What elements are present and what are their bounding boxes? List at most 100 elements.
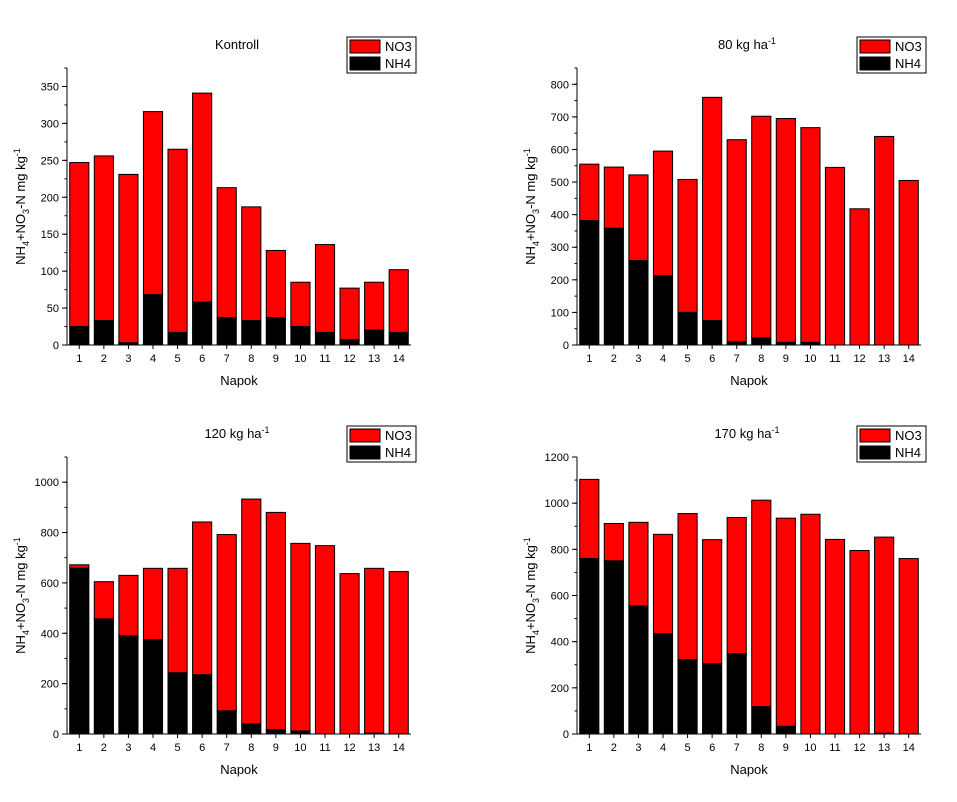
- x-tick-label: 13: [878, 353, 890, 365]
- bar-nh4-day-8: [751, 337, 772, 346]
- bar-no3-day-7: [216, 534, 237, 712]
- x-tick-label: 2: [101, 353, 107, 365]
- bar-nh4-day-5: [677, 659, 698, 735]
- y-tick-label: 300: [41, 118, 59, 130]
- bar-no3-day-3: [628, 521, 649, 607]
- bar-no3-day-11: [824, 166, 846, 346]
- y-axis-label-sup: -1: [12, 537, 22, 545]
- x-tick-label: 12: [343, 353, 355, 365]
- x-tick-label: 6: [709, 353, 715, 365]
- x-tick-label: 1: [76, 353, 82, 365]
- bar-nh4-day-1: [69, 567, 90, 735]
- y-axis-label-sup: -1: [522, 148, 532, 156]
- chart-title-superscript: -1: [772, 425, 780, 435]
- bar-no3-day-12: [339, 287, 360, 341]
- x-tick-label: 5: [175, 353, 181, 365]
- bar-nh4-day-7: [726, 653, 747, 735]
- bar-nh4-day-6: [192, 674, 213, 735]
- legend-swatch-nh4: [349, 445, 381, 460]
- bar-no3-day-2: [603, 166, 624, 229]
- y-tick-label: 0: [53, 729, 59, 741]
- bar-nh4-day-2: [603, 560, 624, 735]
- bar-no3-day-14: [898, 179, 919, 346]
- y-tick-label: 100: [551, 307, 569, 319]
- bar-no3-day-7: [216, 187, 237, 319]
- y-tick-label: 350: [41, 81, 59, 93]
- x-tick-label: 4: [150, 353, 156, 365]
- y-tick-label: 200: [41, 192, 59, 204]
- bar-no3-day-4: [652, 533, 674, 635]
- bar-no3-day-2: [93, 155, 114, 322]
- bar-nh4-day-1: [69, 326, 90, 346]
- y-axis-label-main: NH: [13, 635, 28, 654]
- legend-swatch-nh4: [859, 56, 891, 71]
- legend-label-no3: NO3: [385, 39, 412, 54]
- legend-swatch-nh4: [859, 445, 891, 460]
- bar-no3-day-8: [241, 498, 262, 725]
- chart-title: 120 kg ha-1: [204, 425, 269, 441]
- y-tick-label: 200: [551, 275, 569, 287]
- bar-no3-day-6: [192, 92, 213, 303]
- x-tick-label: 5: [175, 742, 181, 754]
- bar-no3-day-6: [702, 539, 723, 665]
- y-axis-label-sub1: 4: [531, 241, 541, 246]
- legend-swatch-no3: [859, 428, 891, 443]
- x-tick-label: 12: [853, 742, 865, 754]
- bar-no3-day-9: [265, 511, 286, 730]
- x-tick-label: 5: [685, 742, 691, 754]
- x-tick-label: 7: [734, 742, 740, 754]
- bar-no3-day-9: [775, 118, 796, 343]
- bar-no3-day-13: [874, 536, 895, 734]
- bar-no3-day-4: [142, 111, 164, 296]
- y-tick-label: 400: [41, 628, 59, 640]
- bar-nh4-day-11: [314, 331, 336, 346]
- y-axis-label-end: -N mg kg: [13, 156, 28, 209]
- y-tick-label: 100: [41, 266, 59, 278]
- bar-no3-day-1: [69, 564, 90, 569]
- x-tick-label: 7: [734, 353, 740, 365]
- y-tick-label: 0: [53, 340, 59, 352]
- x-tick-label: 8: [758, 353, 764, 365]
- bar-nh4-day-3: [118, 635, 139, 735]
- y-axis-label-mid: +NO: [523, 603, 538, 630]
- bar-nh4-day-7: [216, 317, 237, 346]
- x-tick-label: 3: [125, 353, 131, 365]
- legend-label-nh4: NH4: [385, 445, 411, 460]
- x-tick-label: 11: [319, 742, 330, 754]
- y-tick-label: 0: [563, 729, 569, 741]
- legend-swatch-nh4: [349, 56, 381, 71]
- legend-label-no3: NO3: [895, 428, 922, 443]
- bar-no3-day-12: [339, 573, 360, 735]
- x-tick-label: 3: [125, 742, 131, 754]
- x-tick-label: 10: [294, 353, 306, 365]
- x-tick-label: 8: [758, 742, 764, 754]
- bar-nh4-day-6: [702, 663, 723, 735]
- y-axis-label-main: NH: [13, 246, 28, 265]
- y-axis-label-sub2: 3: [531, 209, 541, 214]
- bar-no3-day-7: [726, 516, 747, 655]
- bar-nh4-day-8: [751, 706, 772, 735]
- bar-no3-day-6: [702, 96, 723, 322]
- bar-nh4-day-8: [241, 320, 262, 346]
- x-axis-label: Napok: [730, 373, 768, 388]
- bar-nh4-day-2: [93, 320, 114, 346]
- chart-title-text: Kontroll: [215, 37, 259, 52]
- y-tick-label: 200: [41, 679, 59, 691]
- y-tick-label: 800: [551, 544, 569, 556]
- x-tick-label: 2: [101, 742, 107, 754]
- bar-no3-day-7: [726, 139, 747, 343]
- y-axis-label-mid: +NO: [13, 214, 28, 241]
- y-tick-label: 400: [551, 637, 569, 649]
- y-tick-label: 500: [551, 177, 569, 189]
- legend-label-no3: NO3: [385, 428, 412, 443]
- legend-label-nh4: NH4: [895, 445, 921, 460]
- y-tick-label: 50: [47, 303, 59, 315]
- x-tick-label: 10: [804, 353, 816, 365]
- bar-nh4-day-9: [775, 725, 796, 735]
- bar-no3-day-5: [677, 513, 698, 661]
- y-axis-label: NH4+NO3-N mg kg-1: [522, 148, 541, 265]
- x-tick-label: 12: [343, 742, 355, 754]
- bar-no3-day-14: [388, 269, 409, 333]
- y-axis-label-main: NH: [523, 246, 538, 265]
